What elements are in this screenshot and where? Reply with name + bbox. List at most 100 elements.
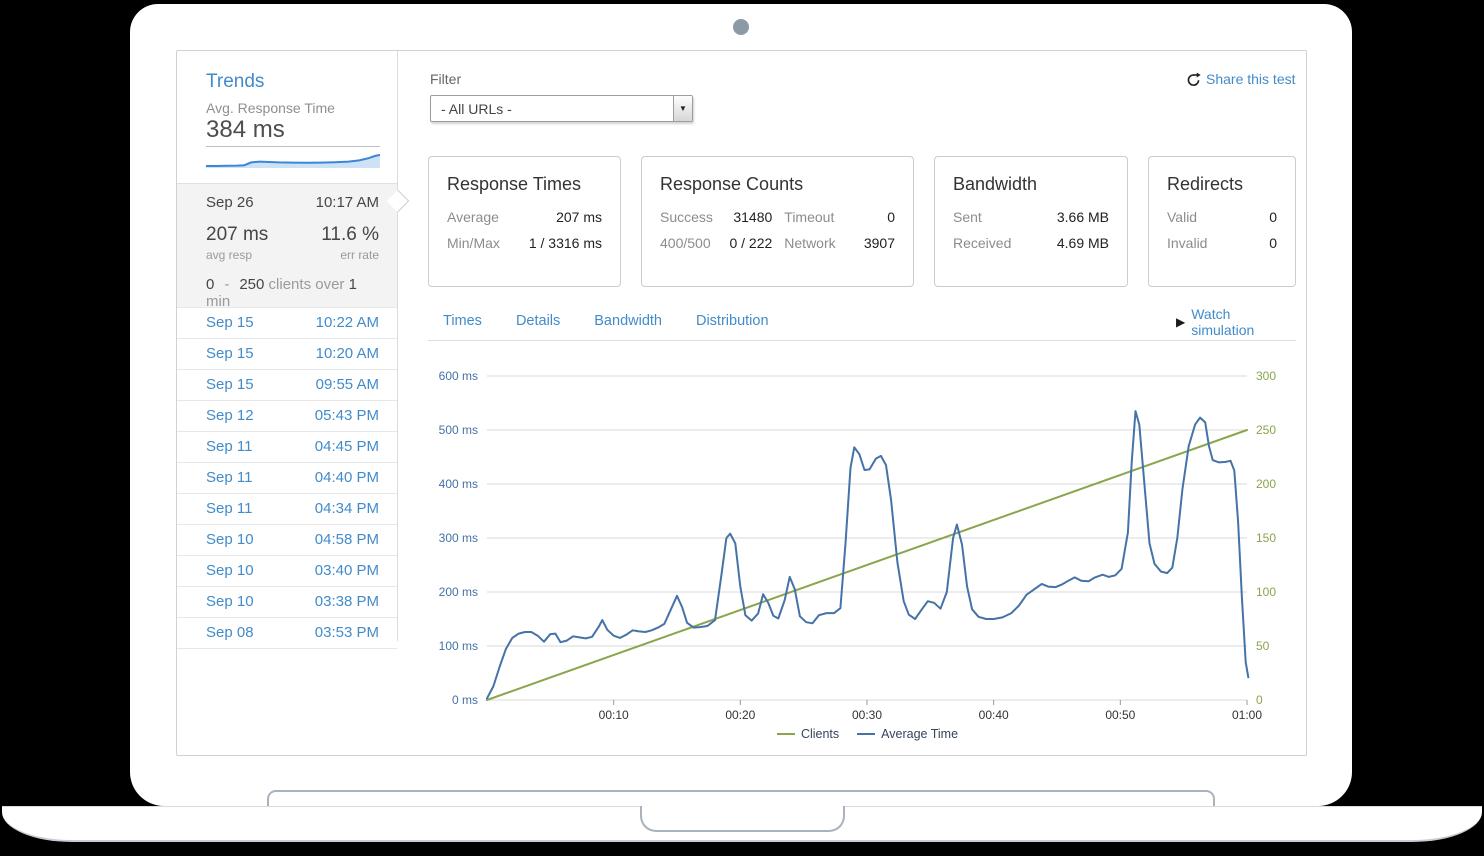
run-date[interactable]: Sep 15 xyxy=(206,370,254,400)
svg-text:01:00: 01:00 xyxy=(1232,708,1262,722)
stat-value: 3907 xyxy=(848,235,895,251)
stat-value: 0 xyxy=(1219,235,1277,251)
run-time[interactable]: 04:34 PM xyxy=(315,494,379,524)
run-date[interactable]: Sep 11 xyxy=(206,432,252,462)
stat-value: 1 / 3316 ms xyxy=(512,235,602,251)
run-time[interactable]: 05:43 PM xyxy=(315,401,379,431)
run-time[interactable]: 10:22 AM xyxy=(316,308,379,338)
svg-text:0: 0 xyxy=(1256,693,1263,707)
run-date[interactable]: Sep 15 xyxy=(206,308,254,338)
stat-label: Success xyxy=(660,209,713,225)
url-filter-value: - All URLs - xyxy=(431,101,673,117)
selected-avg-value: 207 ms xyxy=(206,224,268,246)
svg-text:600 ms: 600 ms xyxy=(439,369,478,383)
chart-legend: Clients Average Time xyxy=(430,727,1305,741)
tab-distribution[interactable]: Distribution xyxy=(696,313,769,329)
run-date[interactable]: Sep 11 xyxy=(206,463,252,493)
card-response-times: Response Times Average 207 ms Min/Max 1 / 3… xyxy=(428,156,621,287)
stat-label: Min/Max xyxy=(447,235,500,251)
legend-item-average-time[interactable]: Average Time xyxy=(857,727,958,741)
svg-text:100: 100 xyxy=(1256,585,1276,599)
svg-text:400 ms: 400 ms xyxy=(439,477,478,491)
legend-item-clients[interactable]: Clients xyxy=(777,727,839,741)
card-redirects-rows: Valid0Invalid0 xyxy=(1167,209,1277,251)
legend-label: Average Time xyxy=(881,727,958,741)
svg-text:00:20: 00:20 xyxy=(725,708,755,722)
card-response-counts-rows: Success31480Timeout0400/5000 / 222Networ… xyxy=(660,209,895,251)
svg-text:00:50: 00:50 xyxy=(1105,708,1135,722)
svg-text:00:40: 00:40 xyxy=(979,708,1009,722)
trend-run-item[interactable]: Sep 10 03:40 PM xyxy=(177,555,397,586)
stat-value: 0 / 222 xyxy=(725,235,772,251)
trend-run-item[interactable]: Sep 10 04:58 PM xyxy=(177,524,397,555)
run-date[interactable]: Sep 12 xyxy=(206,401,254,431)
sparkline-rule xyxy=(206,146,380,147)
run-date[interactable]: Sep 10 xyxy=(206,525,254,555)
stat-label: Sent xyxy=(953,209,1011,225)
legend-swatch xyxy=(857,733,875,735)
chevron-down-icon[interactable]: ▼ xyxy=(673,96,692,121)
url-filter-select[interactable]: - All URLs - ▼ xyxy=(430,95,693,122)
card-response-counts-title: Response Counts xyxy=(660,174,895,195)
run-time[interactable]: 03:40 PM xyxy=(315,556,379,586)
selected-err-value: 11.6 % xyxy=(321,224,379,246)
trends-title: Trends xyxy=(206,71,264,93)
share-this-test-link[interactable]: Share this test xyxy=(1206,71,1296,87)
svg-text:300: 300 xyxy=(1256,369,1276,383)
stat-value: 207 ms xyxy=(512,209,602,225)
svg-text:50: 50 xyxy=(1256,639,1270,653)
stat-label: Invalid xyxy=(1167,235,1207,251)
run-time[interactable]: 03:53 PM xyxy=(315,618,379,648)
stat-label: Network xyxy=(784,235,835,251)
run-date[interactable]: Sep 15 xyxy=(206,339,254,369)
trend-run-item[interactable]: Sep 11 04:40 PM xyxy=(177,462,397,493)
selected-run-summary[interactable]: Sep 26 10:17 AM 207 ms 11.6 % avg resp e… xyxy=(177,183,397,307)
tabs-divider xyxy=(428,340,1296,341)
trend-run-item[interactable]: Sep 11 04:34 PM xyxy=(177,493,397,524)
svg-text:00:30: 00:30 xyxy=(852,708,882,722)
tab-times[interactable]: Times xyxy=(443,313,482,329)
trend-run-item[interactable]: Sep 11 04:45 PM xyxy=(177,431,397,462)
filter-label: Filter xyxy=(430,71,461,87)
svg-text:100 ms: 100 ms xyxy=(439,639,478,653)
webcam-icon xyxy=(733,19,749,35)
run-time[interactable]: 09:55 AM xyxy=(316,370,379,400)
run-date[interactable]: Sep 10 xyxy=(206,556,254,586)
trend-run-item[interactable]: Sep 12 05:43 PM xyxy=(177,400,397,431)
tab-details[interactable]: Details xyxy=(516,313,560,329)
trend-run-item[interactable]: Sep 15 10:20 AM xyxy=(177,338,397,369)
run-time[interactable]: 04:58 PM xyxy=(315,525,379,555)
run-time[interactable]: 03:38 PM xyxy=(315,587,379,617)
card-bandwidth: Bandwidth Sent3.66 MBReceived4.69 MB xyxy=(934,156,1128,287)
run-date[interactable]: Sep 10 xyxy=(206,587,254,617)
trend-run-item[interactable]: Sep 15 10:22 AM xyxy=(177,307,397,338)
trend-run-item[interactable]: Sep 15 09:55 AM xyxy=(177,369,397,400)
svg-text:250: 250 xyxy=(1256,423,1276,437)
card-response-times-title: Response Times xyxy=(447,174,602,195)
selected-run-time: 10:17 AM xyxy=(316,194,379,211)
trend-sparkline xyxy=(206,150,380,170)
card-bandwidth-rows: Sent3.66 MBReceived4.69 MB xyxy=(953,209,1109,251)
trend-run-item[interactable]: Sep 08 03:53 PM xyxy=(177,617,397,649)
svg-text:150: 150 xyxy=(1256,531,1276,545)
run-date[interactable]: Sep 11 xyxy=(206,494,252,524)
svg-text:200: 200 xyxy=(1256,477,1276,491)
laptop-mockup: Trends Avg. Response Time 384 ms Sep 26 … xyxy=(0,0,1484,856)
legend-label: Clients xyxy=(801,727,839,741)
stat-value: 4.69 MB xyxy=(1023,235,1109,251)
avg-response-time-label: Avg. Response Time xyxy=(206,100,335,116)
tab-bandwidth[interactable]: Bandwidth xyxy=(594,313,662,329)
run-time[interactable]: 04:40 PM xyxy=(315,463,379,493)
run-time[interactable]: 10:20 AM xyxy=(316,339,379,369)
stat-value: 31480 xyxy=(725,209,772,225)
trend-run-item[interactable]: Sep 10 03:38 PM xyxy=(177,586,397,617)
play-icon: ▶ xyxy=(1176,315,1185,329)
stat-label: Valid xyxy=(1167,209,1207,225)
run-date[interactable]: Sep 08 xyxy=(206,618,254,648)
run-time[interactable]: 04:45 PM xyxy=(315,432,379,462)
selected-err-label: err rate xyxy=(340,248,379,262)
avg-response-time-value: 384 ms xyxy=(206,116,285,144)
watch-simulation-link[interactable]: Watch simulation xyxy=(1191,306,1296,338)
chart-tabs: Times Details Bandwidth Distribution xyxy=(443,313,769,329)
stat-label: Average xyxy=(447,209,500,225)
